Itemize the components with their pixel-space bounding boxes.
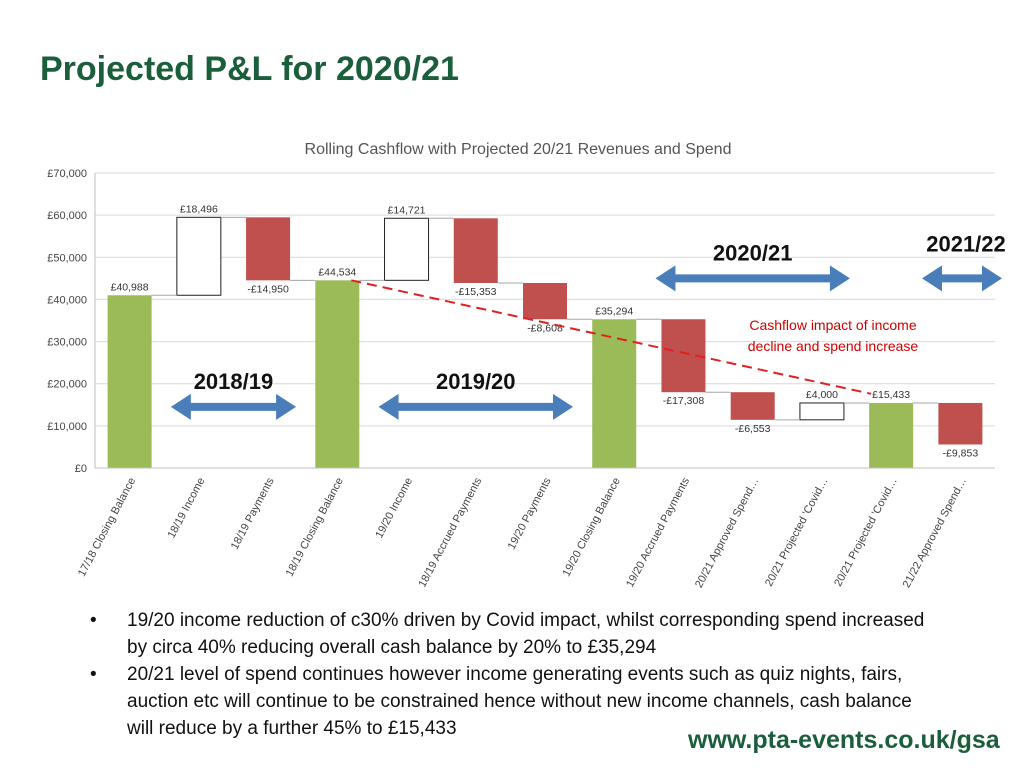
y-tick-label: £0 bbox=[75, 463, 87, 475]
x-tick-label: 17/18 Closing Balance bbox=[76, 476, 138, 579]
data-label: £18,496 bbox=[180, 203, 218, 215]
data-label: -£8,608 bbox=[527, 322, 563, 334]
y-tick-label: £50,000 bbox=[47, 252, 87, 264]
trend-line-group bbox=[351, 279, 872, 395]
x-tick-label: 20/21 Projected 'Covid… bbox=[763, 476, 831, 589]
y-tick-label: £70,000 bbox=[47, 168, 87, 180]
data-label: £40,988 bbox=[111, 281, 149, 293]
connectors bbox=[151, 216, 939, 421]
bar-total bbox=[315, 280, 360, 468]
data-label: -£9,853 bbox=[943, 447, 979, 459]
data-label: £44,534 bbox=[318, 266, 356, 278]
period-label: 2018/19 bbox=[194, 369, 274, 394]
data-label: -£6,553 bbox=[735, 423, 771, 435]
footer-url[interactable]: www.pta-events.co.uk/gsa bbox=[688, 726, 1000, 754]
x-tick-label: 19/20 Income bbox=[373, 476, 415, 540]
bar-increase bbox=[176, 216, 222, 296]
bars bbox=[107, 216, 983, 468]
bullet-item: 20/21 level of spend continues however i… bbox=[90, 661, 930, 742]
slide-title: Projected P&L for 2020/21 bbox=[40, 50, 459, 88]
x-tick-label: 18/19 Income bbox=[166, 476, 208, 540]
x-tick-label: 18/19 Payments bbox=[229, 475, 277, 551]
waterfall-chart: Rolling Cashflow with Projected 20/21 Re… bbox=[47, 141, 1006, 590]
data-label: -£17,308 bbox=[663, 395, 705, 407]
period-arrows: 2018/19 2019/20 2020/21 2021/22 bbox=[170, 231, 1006, 420]
bar-total bbox=[592, 319, 637, 468]
bar-total bbox=[869, 402, 914, 468]
annotation-text: Cashflow impact of income bbox=[749, 317, 917, 333]
data-label: £4,000 bbox=[806, 389, 838, 401]
annotation: Cashflow impact of income decline and spe… bbox=[748, 317, 919, 354]
x-tick-label: 19/20 Accrued Payments bbox=[624, 475, 692, 589]
bar-decrease bbox=[523, 282, 567, 320]
bar-decrease bbox=[453, 218, 498, 283]
x-tick-label: 20/21 Approved Spend… bbox=[693, 476, 761, 590]
x-tick-label: 19/20 Closing Balance bbox=[561, 476, 623, 579]
data-labels: £40,988 £18,496 -£14,950 £44,534 £14,721 -£15… bbox=[111, 203, 979, 459]
x-tick-label: 18/19 Accrued Payments bbox=[416, 475, 484, 589]
bar-decrease bbox=[246, 217, 291, 281]
bar-increase bbox=[799, 402, 845, 421]
bullet-item: 19/20 income reduction of c30% driven by… bbox=[90, 607, 930, 661]
y-tick-label: £40,000 bbox=[47, 294, 87, 306]
period-arrow bbox=[170, 393, 297, 420]
period-arrow bbox=[378, 393, 573, 420]
data-label: £14,721 bbox=[388, 204, 426, 216]
data-label: -£14,950 bbox=[247, 283, 289, 295]
x-tick-label: 20/21 Projected 'Covid… bbox=[832, 476, 900, 589]
chart-title: Rolling Cashflow with Projected 20/21 Re… bbox=[305, 141, 732, 158]
y-tick-label: £30,000 bbox=[47, 337, 87, 349]
annotation-text: decline and spend increase bbox=[748, 338, 919, 354]
data-label: £35,294 bbox=[595, 305, 633, 317]
period-arrow bbox=[922, 265, 1002, 292]
bar-increase bbox=[384, 217, 430, 281]
period-label: 2021/22 bbox=[926, 231, 1006, 256]
x-tick-label: 19/20 Payments bbox=[506, 475, 554, 551]
x-tick-label: 18/19 Closing Balance bbox=[284, 476, 346, 579]
y-tick-label: £10,000 bbox=[47, 421, 87, 433]
y-tick-label: £20,000 bbox=[47, 379, 87, 391]
period-label: 2020/21 bbox=[713, 240, 793, 265]
bar-decrease bbox=[730, 392, 775, 420]
data-label: -£15,353 bbox=[455, 286, 497, 298]
y-tick-label: £60,000 bbox=[47, 210, 87, 222]
bullet-list: 19/20 income reduction of c30% driven by… bbox=[90, 607, 930, 742]
bar-total bbox=[107, 295, 152, 468]
period-arrow bbox=[655, 265, 850, 292]
data-label: £15,433 bbox=[872, 389, 910, 401]
period-label: 2019/20 bbox=[436, 369, 516, 394]
x-tick-label: 21/22 Approved Spend… bbox=[901, 476, 969, 590]
trend-line bbox=[351, 279, 872, 395]
bar-decrease bbox=[938, 402, 983, 445]
